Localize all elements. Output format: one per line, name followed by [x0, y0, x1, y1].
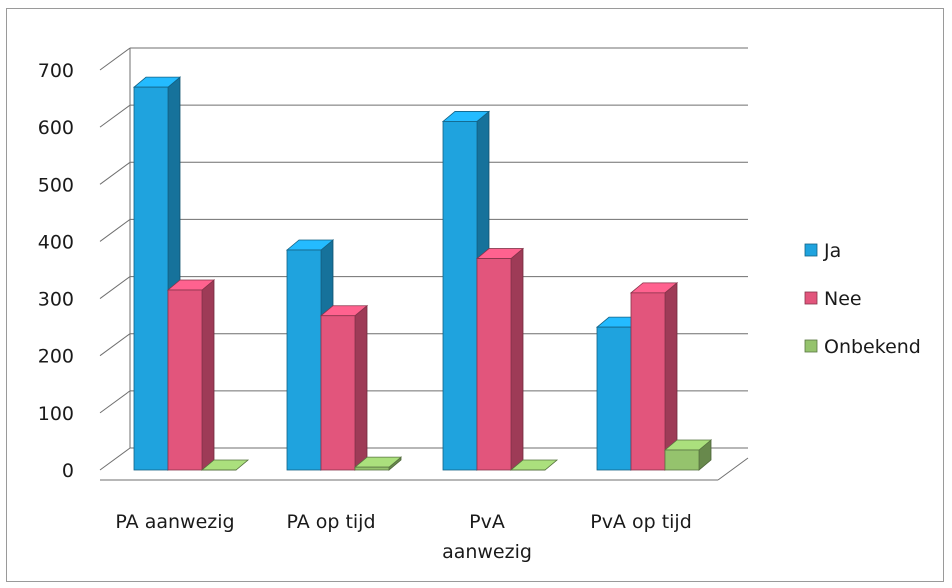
- bars: [132, 76, 713, 471]
- x-category-label: PA op tijd: [286, 511, 375, 533]
- legend-swatch: [804, 291, 818, 305]
- bar-nee-1: [319, 304, 369, 471]
- legend-item-ja: Ja: [804, 240, 841, 262]
- gridline-depth: [99, 276, 131, 299]
- legend-swatch: [804, 243, 818, 257]
- y-tick-label: 300: [38, 289, 74, 311]
- floor-right-edge: [717, 457, 749, 481]
- gridline-depth: [99, 447, 131, 471]
- legend-swatch: [804, 339, 818, 353]
- y-tick-label: 100: [38, 403, 74, 425]
- legend-item-onbekend: Onbekend: [804, 336, 921, 358]
- bar-nee-3: [629, 282, 679, 471]
- bar-nee-2: [475, 247, 525, 471]
- bar-onbekend-2: [509, 459, 559, 471]
- x-category-label: PvA aanwezig: [442, 511, 532, 563]
- bar-onbekend-1: [353, 456, 403, 471]
- y-tick-label: 700: [38, 60, 74, 82]
- legend-label: Onbekend: [824, 336, 921, 358]
- gridline-depth: [99, 104, 131, 128]
- x-category-label: PA aanwezig: [115, 511, 234, 533]
- y-axis-ticks: 0 100 200 300 400 500 600 700: [38, 60, 74, 482]
- legend-label: Nee: [824, 288, 862, 310]
- y-tick-label: 600: [38, 117, 74, 139]
- legend-label: Ja: [823, 240, 841, 262]
- y-tick-label: 400: [38, 231, 74, 253]
- legend: Ja Nee Onbekend: [804, 240, 921, 358]
- bar-onbekend-3: [663, 439, 713, 471]
- bar-onbekend-0: [200, 459, 250, 471]
- gridline-depth: [99, 161, 131, 185]
- y-tick-label: 200: [38, 346, 74, 368]
- x-axis-labels: PA aanwezig PA op tijd PvA aanwezig PvA op t…: [115, 511, 691, 563]
- bar-nee-0: [166, 279, 216, 471]
- y-tick-label: 500: [38, 174, 74, 196]
- gridline-depth: [99, 47, 131, 71]
- gridline-depth: [99, 333, 131, 357]
- gridline-depth: [99, 390, 131, 414]
- gridline-depth: [99, 219, 131, 242]
- x-category-label: PvA op tijd: [590, 511, 692, 533]
- legend-item-nee: Nee: [804, 288, 862, 310]
- y-tick-label: 0: [62, 460, 74, 482]
